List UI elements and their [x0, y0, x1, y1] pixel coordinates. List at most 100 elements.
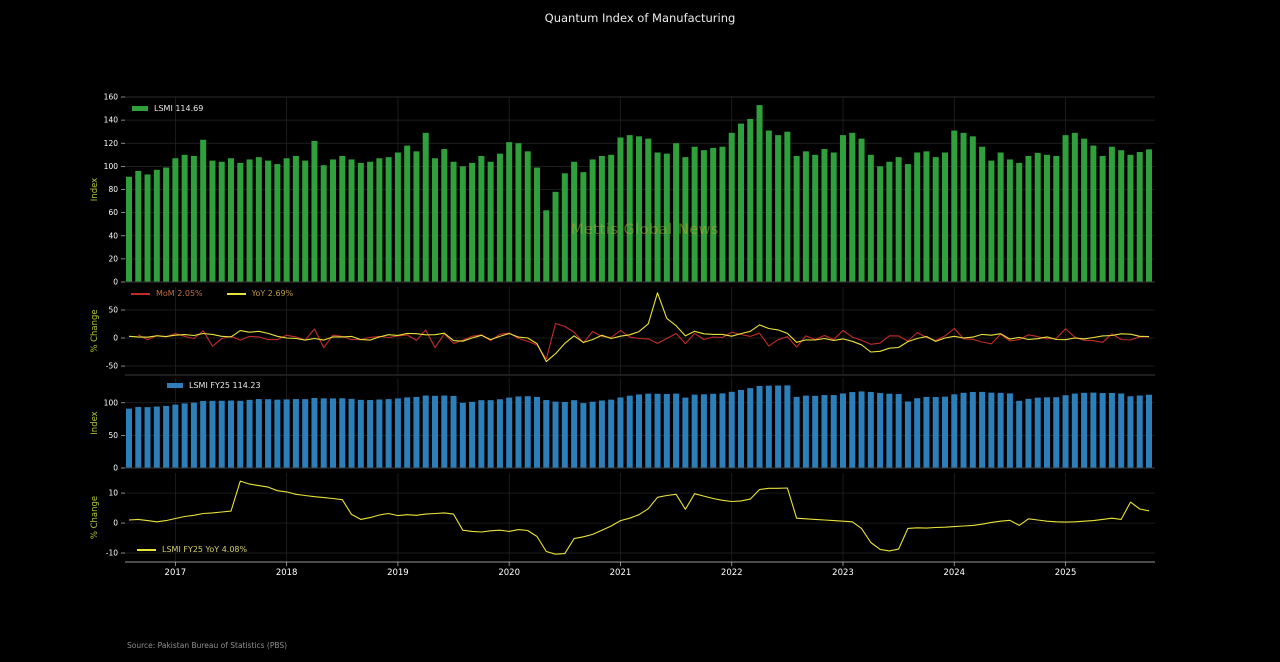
bar: [571, 161, 578, 282]
bar: [830, 152, 837, 282]
panel-lsmi: 0 20 40 60 80 100 120 140 160 Index: [90, 93, 1155, 287]
bar: [580, 403, 587, 468]
legend-fy-yoy: LSMI FY25 YoY 4.08%: [137, 545, 247, 554]
bar: [932, 157, 939, 282]
x-axis: 2017 2018 2019 2020 2021 2022 2023 2024 2025: [165, 562, 1076, 578]
panel-change: -50 0 50 % Change: [90, 287, 1155, 376]
bar: [923, 151, 930, 282]
bar: [654, 393, 661, 468]
y-axis-label: Index: [90, 178, 100, 201]
bar: [265, 160, 272, 282]
bar: [1025, 155, 1032, 282]
x-tick-label: 2020: [498, 568, 520, 578]
bar: [339, 155, 346, 282]
y-tick-label: 0: [113, 464, 118, 473]
bar: [988, 392, 995, 468]
bar: [459, 402, 466, 468]
bar: [135, 407, 142, 468]
y-tick-label: 0: [113, 519, 118, 528]
y-tick-label: 20: [108, 254, 118, 263]
bar: [988, 160, 995, 282]
bar: [367, 161, 374, 282]
bar: [840, 393, 846, 468]
bar: [979, 391, 986, 468]
bar: [812, 154, 819, 282]
bar: [478, 400, 485, 468]
bar: [617, 397, 624, 468]
bar: [1090, 145, 1097, 282]
bar: [496, 399, 503, 468]
bar: [710, 147, 717, 282]
x-tick-label: 2017: [165, 568, 187, 578]
bar: [320, 398, 327, 468]
bar: [153, 406, 160, 468]
bar: [691, 146, 698, 282]
bar: [450, 395, 457, 468]
bar: [422, 132, 429, 282]
bar: [524, 151, 531, 282]
bar: [144, 407, 151, 468]
bar: [237, 400, 244, 468]
y-tick-label: 60: [108, 208, 118, 217]
bars-lsmi_fy: [126, 385, 1152, 468]
bar: [1062, 395, 1069, 468]
bar: [626, 135, 633, 282]
bar: [580, 172, 587, 282]
y-tick-label: 0: [113, 334, 118, 343]
legend-label-yoy: YoY 2.69%: [251, 289, 294, 298]
bar: [515, 396, 522, 468]
bar: [1099, 155, 1106, 282]
bar: [469, 162, 476, 282]
bar: [997, 392, 1004, 468]
bar: [877, 393, 884, 468]
bar: [682, 397, 689, 468]
bar: [728, 132, 735, 282]
bar: [561, 173, 568, 282]
legend-swatch-fy-yoy-line: [137, 548, 156, 551]
bar: [784, 131, 791, 282]
x-tick-label: 2021: [610, 568, 632, 578]
bar: [320, 165, 327, 282]
bar: [821, 395, 828, 468]
bar: [459, 166, 466, 282]
bar: [367, 399, 374, 468]
watermark: Mettis Global News: [571, 222, 720, 238]
bar: [181, 403, 188, 468]
bar: [969, 391, 976, 468]
bar: [469, 401, 476, 468]
bar: [357, 162, 364, 282]
bar: [163, 167, 170, 282]
bar: [126, 408, 132, 468]
bar: [1081, 138, 1088, 282]
bar: [265, 399, 272, 468]
bar: [886, 393, 893, 468]
bar: [506, 397, 513, 468]
bar: [311, 140, 318, 282]
y-axis-label: % Change: [90, 496, 100, 539]
bar: [802, 151, 809, 282]
bar: [1108, 146, 1115, 282]
legend-label-mom: MoM 2.05%: [156, 289, 203, 298]
legend-label-lsmi: LSMI 114.69: [154, 104, 204, 113]
bar: [1090, 392, 1097, 468]
bar: [394, 398, 401, 468]
bar: [914, 152, 921, 282]
bar: [302, 399, 309, 468]
bar: [1108, 392, 1115, 468]
bar: [1053, 397, 1060, 468]
chart-title: Quantum Index of Manufacturing: [544, 11, 736, 25]
bar: [515, 143, 522, 282]
bar: [432, 158, 438, 282]
bar: [181, 154, 188, 282]
bar: [775, 135, 782, 282]
bar: [330, 159, 336, 282]
bar: [793, 155, 800, 282]
bar: [1034, 152, 1041, 282]
bar: [1136, 152, 1143, 282]
bar: [404, 397, 411, 468]
bar: [441, 149, 448, 282]
bar: [765, 385, 772, 468]
legend-change: MoM 2.05% YoY 2.69%: [131, 289, 293, 298]
bar: [775, 385, 782, 468]
